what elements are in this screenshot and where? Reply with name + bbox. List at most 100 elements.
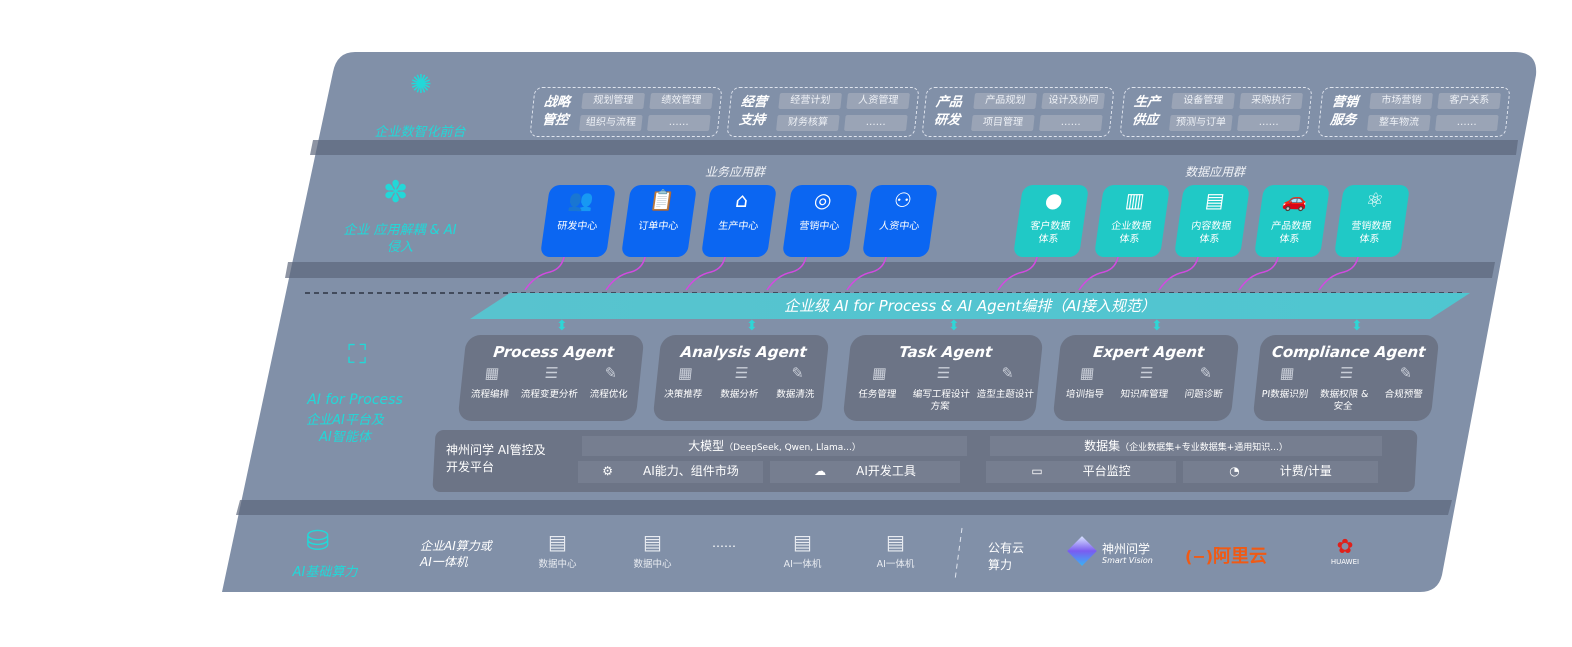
agent-card[interactable]: Analysis Agent ▦ 决策推荐 ☰ 数据分析 ✎ 数据清洗: [652, 335, 830, 421]
llm-label: 大模型: [688, 439, 725, 453]
feature-icon: ▦: [484, 364, 501, 382]
app-label: 营销数据体系: [1350, 221, 1392, 245]
target-icon: ◎: [812, 188, 834, 212]
category-box: 营销服务 市场营销 客户关系 整车物流……: [1317, 87, 1511, 137]
app-label: 产品数据体系: [1270, 221, 1312, 245]
category-title: 战略管控: [541, 95, 571, 128]
connector-arrow: [524, 247, 566, 291]
dataset-note: （企业数据集+专业数据集+通用知识...）: [1120, 443, 1288, 453]
category-chip[interactable]: 规划管理: [581, 93, 645, 109]
compute-node-label: 数据中心: [538, 559, 577, 570]
monitor-label: 平台监控: [1082, 464, 1131, 478]
data-app-card[interactable]: ● 客户数据体系: [1012, 185, 1090, 257]
category-box: 生产供应 设备管理 采购执行 预测与订单……: [1119, 87, 1313, 137]
feature-label: 任务管理: [857, 389, 897, 400]
category-chip[interactable]: 设计及协同: [1041, 93, 1105, 109]
connector-arrow: [605, 247, 647, 291]
business-app-card[interactable]: 📋 订单中心: [620, 185, 698, 257]
category-chip[interactable]: 组织与流程: [579, 115, 643, 131]
app-label: 内容数据体系: [1190, 221, 1232, 245]
compute-node: ▤ AI一体机: [868, 530, 923, 570]
feature-label: 编写工程设计方案: [912, 389, 971, 412]
billing-label: 计费/计量: [1279, 464, 1332, 478]
category-chip[interactable]: 财务核算: [776, 115, 840, 131]
agent-feature: ☰ 编写工程设计方案: [908, 364, 976, 413]
agent-card[interactable]: Expert Agent ▦ 培训指导 ☰ 知识库管理 ✎ 问题诊断: [1052, 335, 1240, 421]
person-icon: ⚇: [892, 188, 914, 212]
category-chip[interactable]: 项目管理: [971, 115, 1035, 131]
face-scan-icon: ⛶: [348, 340, 367, 370]
category-chip[interactable]: 人资管理: [846, 93, 910, 109]
dataset-box: 数据集（企业数据集+专业数据集+通用知识...）: [990, 436, 1382, 456]
agent-feature: ✎ 问题诊断: [1174, 364, 1236, 401]
connector-arrow: [1158, 247, 1200, 291]
down-arrow-icon: ⬍: [556, 318, 568, 334]
agent-card[interactable]: Process Agent ▦ 流程编排 ☰ 流程变更分析 ✎ 流程优化: [457, 335, 645, 421]
feature-icon: ✎: [790, 364, 805, 382]
agent-feature: ▦ 培训指导: [1055, 364, 1117, 401]
category-chip[interactable]: 整车物流: [1367, 115, 1431, 131]
agent-feature: ▦ 决策推荐: [655, 364, 714, 401]
public-cloud-title: 公有云算力: [988, 541, 1025, 572]
feature-icon: ▦: [871, 364, 888, 382]
agent-name: Compliance Agent: [1271, 343, 1427, 361]
agent-name: Analysis Agent: [679, 343, 808, 361]
database-icon: ⛁: [306, 524, 330, 557]
market-box[interactable]: ⚙ AI能力、组件市场: [578, 461, 763, 483]
server-icon: ▤: [548, 530, 567, 554]
app-label: 人资中心: [878, 221, 920, 232]
devtools-box[interactable]: ☁ AI开发工具: [770, 461, 960, 483]
private-compute-title: 企业AI算力或AI一体机: [420, 539, 492, 569]
category-chip[interactable]: 设备管理: [1171, 93, 1235, 109]
agent-feature: ✎ 造型主题设计: [972, 364, 1040, 413]
feature-icon: ☰: [1338, 364, 1355, 382]
category-box: 产品研发 产品规划 设计及协同 项目管理……: [921, 87, 1115, 137]
agent-feature: ▦ PI数据识别: [1254, 364, 1318, 413]
category-title: 营销服务: [1329, 95, 1359, 128]
feature-icon: ☰: [1138, 364, 1155, 382]
connector-arrow: [1078, 247, 1120, 291]
monitor-box[interactable]: ▭ 平台监控: [986, 461, 1176, 483]
category-chip[interactable]: 预测与订单: [1169, 115, 1233, 131]
category-chip[interactable]: 客户关系: [1437, 93, 1501, 109]
vendor-smart-vision-en: Smart Vision: [1102, 556, 1153, 565]
clipboard-icon: 📋: [647, 188, 677, 212]
monitor-icon: ▭: [1031, 464, 1043, 478]
agent-feature: ✎ 合规预警: [1372, 364, 1436, 413]
down-arrow-icon: ⬍: [948, 318, 960, 334]
data-app-card[interactable]: ▤ 内容数据体系: [1173, 185, 1251, 257]
agent-name: Expert Agent: [1092, 343, 1206, 361]
data-app-card[interactable]: ▥ 企业数据体系: [1093, 185, 1171, 257]
category-title: 经营支持: [738, 95, 768, 128]
category-chip[interactable]: 产品规划: [973, 93, 1037, 109]
huawei-logo: ✿ HUAWEI: [1325, 534, 1365, 566]
business-app-card[interactable]: ⚇ 人资中心: [861, 185, 939, 257]
compute-node-label: AI一体机: [876, 559, 915, 570]
category-chip[interactable]: 经营计划: [778, 93, 842, 109]
agent-card[interactable]: Compliance Agent ▦ PI数据识别 ☰ 数据权限 & 安全 ✎ 合规预警: [1252, 335, 1440, 421]
business-app-card[interactable]: 👥 研发中心: [539, 185, 617, 257]
data-app-card[interactable]: ⚛ 营销数据体系: [1333, 185, 1411, 257]
category-title: 生产供应: [1131, 95, 1161, 128]
agent-feature: ▦ 任务管理: [844, 364, 912, 413]
business-app-card[interactable]: ◎ 营销中心: [781, 185, 859, 257]
category-chip[interactable]: ……: [647, 115, 711, 131]
factory-icon: ⌂: [733, 188, 750, 212]
category-chip[interactable]: 市场营销: [1369, 93, 1433, 109]
category-chip[interactable]: 采购执行: [1239, 93, 1303, 109]
category-chip[interactable]: ……: [1039, 115, 1103, 131]
category-chip[interactable]: ……: [844, 115, 908, 131]
vendor-aliyun: 阿里云: [1213, 546, 1268, 567]
agent-card[interactable]: Task Agent ▦ 任务管理 ☰ 编写工程设计方案 ✎ 造型主题设计: [842, 335, 1044, 421]
dataset-label: 数据集: [1084, 439, 1121, 453]
data-app-card[interactable]: 🚗 产品数据体系: [1253, 185, 1331, 257]
agent-name: Process Agent: [492, 343, 616, 361]
category-chip[interactable]: 绩效管理: [649, 93, 713, 109]
category-chip[interactable]: ……: [1237, 115, 1301, 131]
category-chip[interactable]: ……: [1435, 115, 1499, 131]
business-app-card[interactable]: ⌂ 生产中心: [700, 185, 778, 257]
down-arrow-icon: ⬍: [1151, 318, 1163, 334]
connector-arrow: [685, 247, 727, 291]
app-label: 企业数据体系: [1110, 221, 1152, 245]
billing-box[interactable]: ◔ 计费/计量: [1183, 461, 1378, 483]
